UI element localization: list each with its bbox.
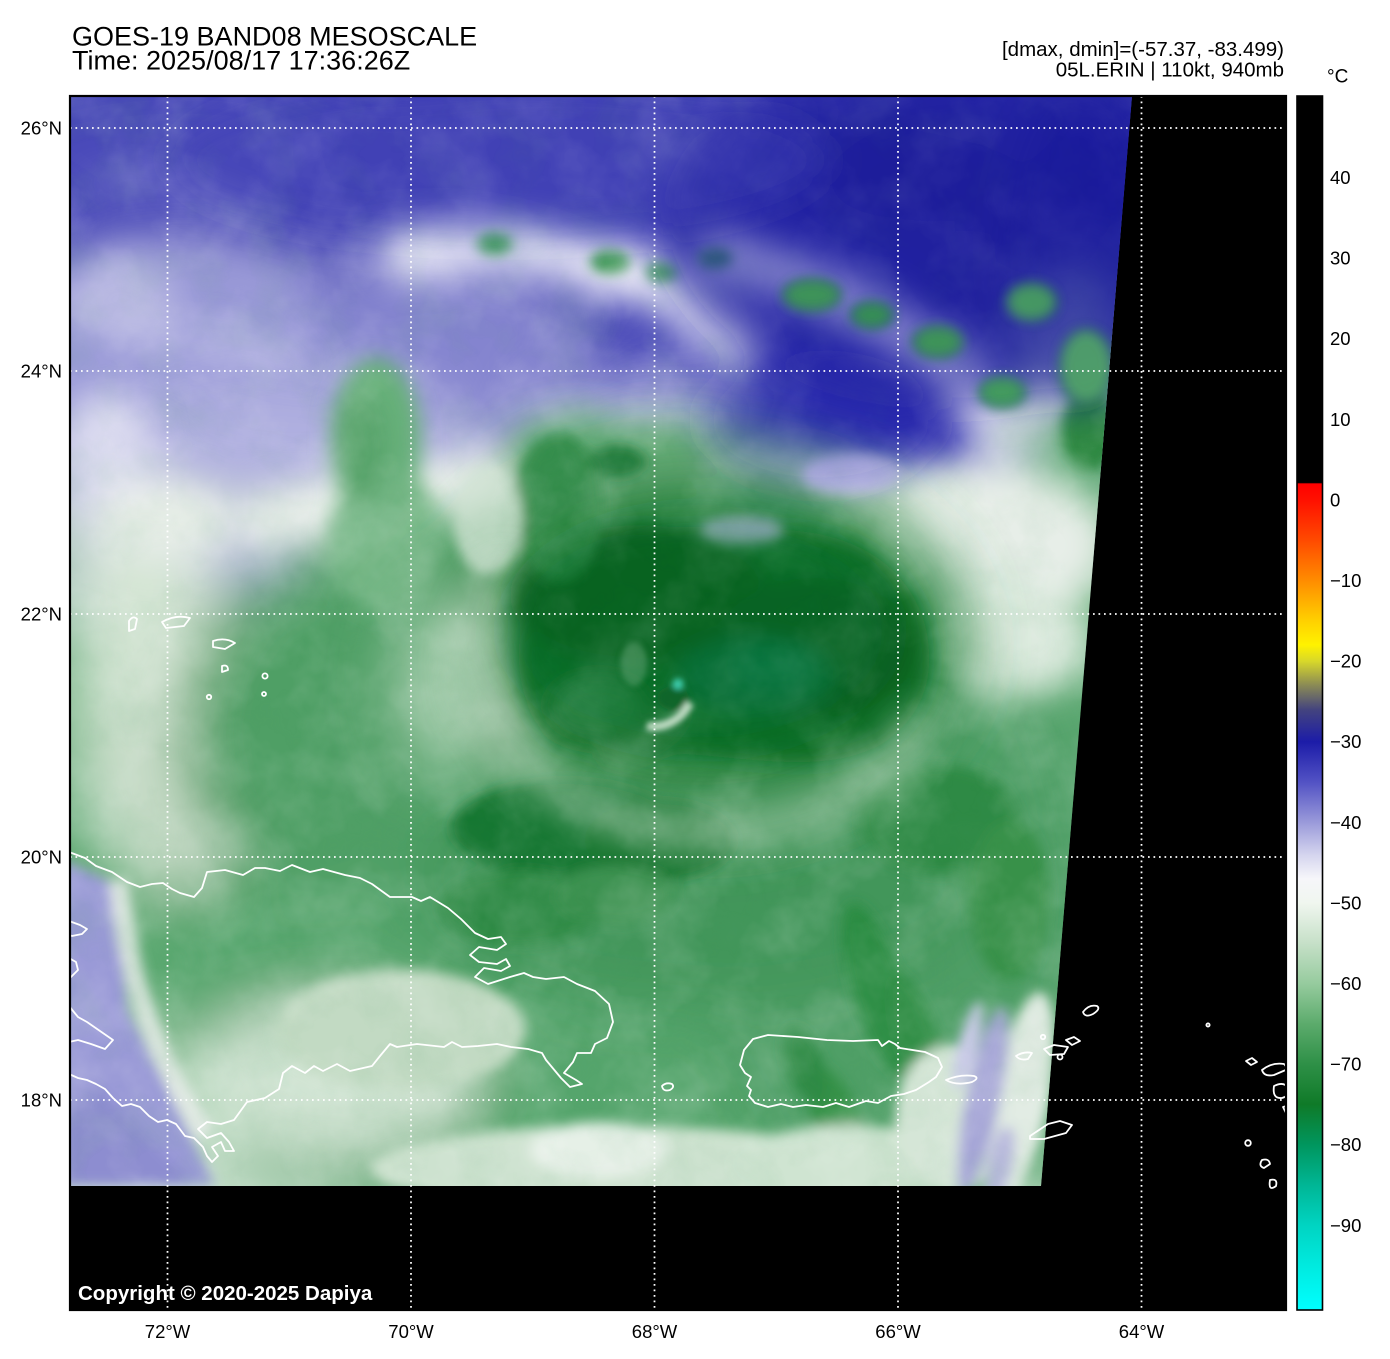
svg-text:18°N: 18°N [21,1090,62,1111]
svg-text:−60: −60 [1330,973,1361,994]
svg-text:40: 40 [1330,167,1351,188]
svg-text:70°W: 70°W [388,1321,434,1342]
svg-text:66°W: 66°W [875,1321,921,1342]
svg-text:−70: −70 [1330,1054,1361,1075]
svg-text:−20: −20 [1330,651,1361,672]
svg-text:Time: 2025/08/17 17:36:26Z: Time: 2025/08/17 17:36:26Z [72,46,410,76]
svg-text:22°N: 22°N [21,604,62,625]
svg-text:0: 0 [1330,489,1340,510]
svg-text:−30: −30 [1330,731,1361,752]
svg-text:72°W: 72°W [145,1321,191,1342]
svg-text:20: 20 [1330,328,1351,349]
svg-text:GOES-19 BAND08 MESOSCALE: GOES-19 BAND08 MESOSCALE [72,22,477,52]
svg-text:20°N: 20°N [21,847,62,868]
svg-text:26°N: 26°N [21,118,62,139]
svg-text:30: 30 [1330,248,1351,269]
svg-text:[dmax, dmin]=(-57.37, -83.499): [dmax, dmin]=(-57.37, -83.499) [1002,38,1284,61]
svg-text:−50: −50 [1330,892,1361,913]
svg-text:64°W: 64°W [1119,1321,1165,1342]
svg-text:−80: −80 [1330,1134,1361,1155]
svg-text:Copyright © 2020-2025 Dapiya: Copyright © 2020-2025 Dapiya [78,1282,373,1305]
svg-text:°C: °C [1327,67,1348,88]
svg-text:10: 10 [1330,409,1351,430]
svg-text:−90: −90 [1330,1215,1361,1236]
svg-text:24°N: 24°N [21,361,62,382]
svg-text:−40: −40 [1330,812,1361,833]
svg-text:05L.ERIN | 110kt, 940mb: 05L.ERIN | 110kt, 940mb [1056,59,1284,82]
svg-text:−10: −10 [1330,570,1361,591]
svg-text:68°W: 68°W [632,1321,678,1342]
